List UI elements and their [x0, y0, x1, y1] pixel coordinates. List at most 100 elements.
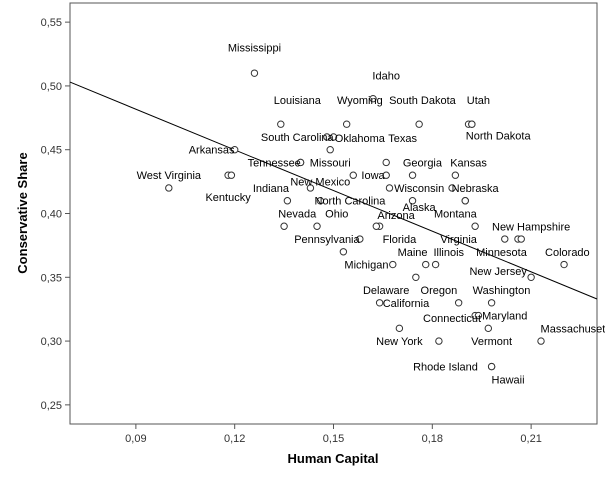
point-label: Oklahoma: [335, 133, 386, 145]
y-tick-label: 0,30: [41, 336, 62, 348]
data-point: [369, 94, 377, 103]
data-point: [451, 171, 460, 179]
point-label: Kansas: [450, 157, 487, 169]
data-point: [560, 260, 568, 269]
data-point: [342, 120, 351, 128]
data-points-layer: [165, 69, 568, 371]
data-point: [537, 337, 545, 345]
point-label: Iowa: [361, 170, 385, 182]
plot-area-frame: [69, 2, 598, 425]
data-point: [283, 197, 292, 205]
point-label: Georgia: [403, 157, 443, 169]
data-point: [474, 311, 483, 320]
point-labels-layer: Mississippi Idaho Louisiana Wyoming South Da…: [137, 43, 605, 387]
data-point: [227, 171, 236, 179]
data-point: [372, 222, 381, 230]
point-label: California: [383, 298, 430, 310]
point-label: South Carolina: [261, 132, 335, 144]
point-label: Hawaii: [492, 374, 525, 386]
point-label: North Carolina: [315, 196, 387, 208]
y-axis: 0,25 0,30 0,35 0,40 0,45 0,50 0,55: [41, 17, 70, 412]
data-point: [527, 273, 535, 281]
point-label: Missouri: [310, 157, 351, 169]
data-point: [349, 171, 357, 179]
x-tick-label: 0,09: [125, 433, 146, 445]
point-label: Maryland: [482, 311, 527, 323]
data-point: [382, 171, 390, 179]
data-point: [375, 299, 384, 307]
data-point: [356, 235, 364, 243]
data-point: [484, 324, 493, 333]
y-tick-label: 0,45: [41, 145, 62, 157]
point-label: Colorado: [545, 247, 590, 259]
point-label: Virginia: [440, 234, 477, 246]
point-label: Mississippi: [228, 43, 281, 55]
data-point: [165, 184, 173, 192]
point-label: Arizona: [377, 210, 415, 222]
regression-line: [69, 81, 598, 300]
data-point: [468, 120, 476, 128]
point-label: South Dakota: [389, 95, 457, 107]
point-label: Connecticut: [423, 313, 481, 325]
data-point: [408, 171, 417, 179]
data-point: [250, 69, 259, 77]
point-label: North Dakota: [466, 131, 532, 143]
data-point: [296, 158, 305, 167]
point-label: Utah: [467, 95, 490, 107]
point-label: Texas: [388, 133, 417, 145]
data-point: [385, 184, 394, 192]
point-label: Massachusetts: [541, 323, 605, 335]
data-point: [230, 146, 239, 154]
data-point: [280, 222, 288, 230]
point-label: Michigan: [344, 260, 388, 272]
point-label: Nebraska: [452, 183, 500, 195]
point-label: Ohio: [325, 209, 348, 221]
point-label: Idaho: [372, 71, 400, 83]
data-point: [408, 197, 417, 205]
x-tick-label: 0,12: [224, 433, 245, 445]
point-label: Wyoming: [337, 95, 383, 107]
point-label: Nevada: [278, 209, 317, 221]
point-label: Alaska: [403, 202, 437, 214]
x-axis-title: Human Capital: [287, 451, 378, 466]
data-point: [487, 362, 496, 371]
data-point: [339, 248, 348, 256]
data-point: [412, 273, 420, 281]
point-label: Rhode Island: [413, 362, 478, 374]
y-tick-label: 0,55: [41, 17, 62, 29]
data-point: [435, 337, 443, 345]
x-tick-label: 0,18: [422, 433, 443, 445]
y-axis-title: Conservative Share: [15, 152, 30, 273]
point-label: Wisconsin: [394, 183, 444, 195]
point-label: West Virginia: [137, 170, 202, 182]
data-point: [517, 235, 525, 243]
data-point: [461, 197, 469, 205]
point-label: Delaware: [363, 285, 409, 297]
point-label: New York: [376, 336, 423, 348]
point-label: Vermont: [471, 336, 512, 348]
point-label: Florida: [383, 234, 418, 246]
point-label: New Jersey: [469, 266, 527, 278]
point-label: Oregon: [421, 285, 458, 297]
point-label: Kentucky: [205, 192, 251, 204]
point-label: Maine: [398, 247, 428, 259]
point-label: Montana: [434, 209, 478, 221]
data-point: [277, 120, 285, 128]
data-point: [454, 299, 463, 307]
point-label: Louisiana: [274, 95, 322, 107]
point-label: Pennsylvania: [294, 234, 360, 246]
point-label: Washington: [473, 285, 531, 297]
data-point: [329, 133, 338, 141]
data-point: [501, 235, 509, 243]
data-point: [487, 299, 496, 307]
data-point: [448, 184, 456, 192]
x-axis: 0,09 0,12 0,15 0,18 0,21: [125, 424, 542, 445]
data-point: [313, 222, 321, 230]
y-tick-label: 0,40: [41, 209, 62, 221]
data-point: [316, 197, 325, 205]
data-point: [389, 260, 397, 269]
data-point: [326, 146, 334, 154]
point-label: Illinois: [433, 247, 464, 259]
point-label: New Hampshire: [492, 221, 570, 233]
